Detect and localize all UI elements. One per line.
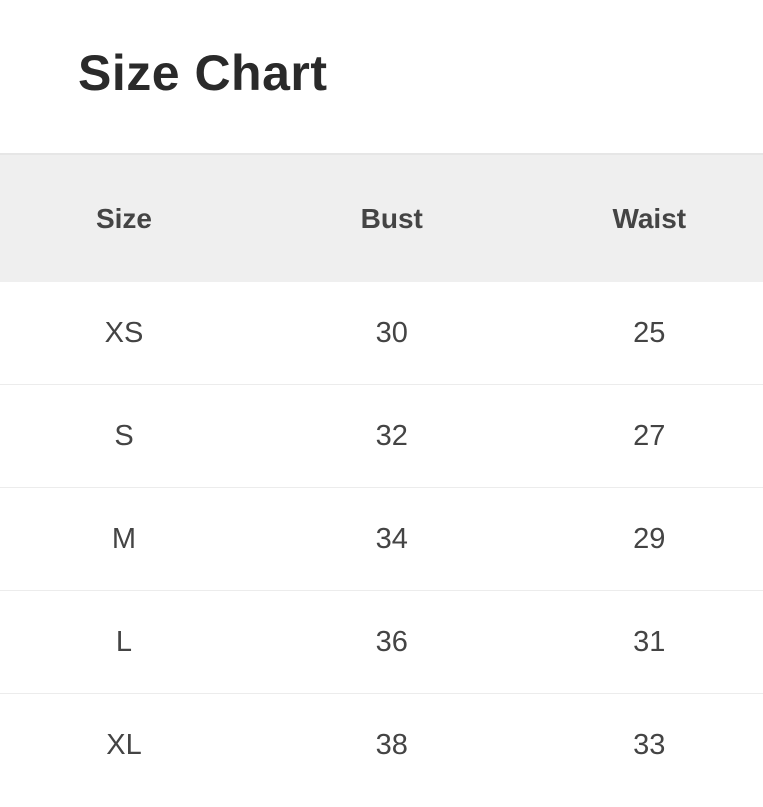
cell-bust: 36 (247, 590, 536, 694)
cell-size: XS (0, 282, 248, 385)
cell-waist: 29 (535, 487, 763, 591)
table-row: M 34 29 (0, 487, 763, 591)
cell-size: XL (106, 728, 142, 761)
page-title: Size Chart (78, 45, 328, 101)
table-row: S 32 27 (0, 384, 763, 488)
cell-bust: 30 (247, 282, 536, 385)
table-header-row: Size Bust Waist (0, 154, 763, 282)
header-bust: Bust (360, 202, 423, 234)
cell-waist: 33 (633, 728, 666, 761)
header-waist: Waist (612, 202, 687, 234)
table-row: XL 38 33 (0, 694, 763, 797)
cell-bust: 32 (247, 384, 536, 488)
cell-size: L (0, 590, 248, 694)
cell-size: S (0, 384, 248, 488)
header-size: Size (95, 202, 152, 234)
size-chart-table: Size Bust Waist XS 30 25 S 32 27 M 34 29… (0, 153, 763, 796)
table-row: XS 30 25 (0, 282, 763, 385)
cell-waist: 25 (535, 282, 763, 385)
table-row: L 36 31 (0, 590, 763, 694)
cell-waist: 27 (535, 384, 763, 488)
cell-bust: 38 (375, 728, 408, 761)
cell-size: M (0, 487, 248, 591)
cell-bust: 34 (247, 487, 536, 591)
cell-waist: 31 (535, 590, 763, 694)
